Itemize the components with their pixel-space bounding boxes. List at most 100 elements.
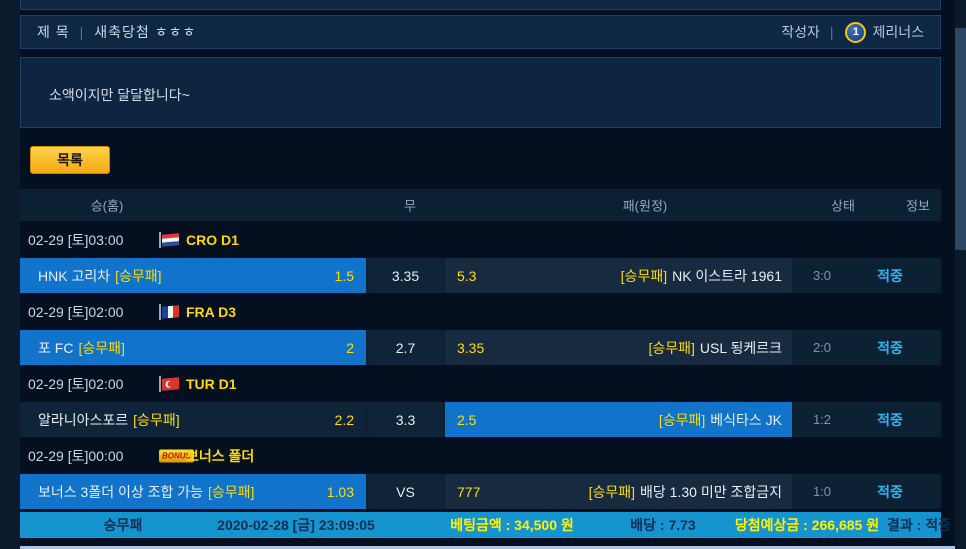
summary-expected: 당첨예상금 : 266,685 원 [734,517,880,533]
author-divider: | [829,24,834,40]
status-area: 2:0 적중 [792,330,928,365]
away-odds: 3.35 [457,339,485,356]
main-content: 제 목 | 새축당첨 ㅎㅎㅎ 작성자 | 1 제리너스 소액이지만 달달합니다~ 목록… [20,0,956,549]
away-team-name: 베식타스 JK [710,411,782,428]
france-flag-icon [159,303,181,320]
home-bet-tag: [승무패] [78,339,125,356]
home-odds: 1.5 [334,267,354,284]
col-header-status: 상태 [831,198,855,214]
draw-odds: 3.3 [395,411,416,428]
home-odds: 1.03 [326,483,354,500]
away-bet-tag: [승무패] [658,411,706,428]
post-title-group: 제 목 | 새축당첨 ㅎㅎㅎ [37,22,196,42]
league-name: CRO D1 [186,231,239,248]
draw-cell: 3.35 [369,258,442,293]
status-area: 1:2 적중 [792,402,928,437]
home-cell: 포 FC [승무패] 2 [20,330,366,365]
away-cell: 2.5 [승무패] 베식타스 JK [445,402,792,437]
draw-cell: 3.3 [369,402,442,437]
match-datetime: 02-29 [토]02:00 [28,303,124,320]
home-team-name: 보너스 3폴더 이상 조합 가능 [38,483,204,500]
draw-odds: VS [396,483,415,500]
table-header: 승(홈) 무 패(원정) 상태 정보 [20,189,941,221]
match-row: 보너스 3폴더 이상 조합 가능 [승무패] 1.03 VS 777 [승무패] 배… [20,474,941,509]
post-content-text: 소액이지만 달달합니다~ [49,87,190,103]
summary-bet-type: 승무패 [103,517,143,533]
match-score: 1:0 [812,484,832,499]
home-odds: 2 [346,339,354,356]
away-cell: 3.35 [승무패] USL 됭케르크 [445,330,792,365]
away-bet-tag: [승무패] [648,339,695,356]
away-bet-tag: [승무패] [588,483,636,500]
draw-odds: 3.35 [391,267,420,284]
post-title: 새축당첨 ㅎㅎㅎ [94,24,197,40]
match-group-header: 02-29 [토]02:00 TUR D1 [20,365,941,402]
match-datetime: 02-29 [토]00:00 [28,447,124,464]
league-name: FRA D3 [186,303,237,320]
turkey-flag-icon [159,375,181,392]
match-row: HNK 고리차 [승무패] 1.5 3.35 5.3 [승무패] NK 이스트라 1… [20,258,941,293]
bonus-badge-icon: BONUS [159,449,194,462]
away-odds: 5.3 [457,267,477,284]
author-level-badge-icon: 1 [845,21,867,43]
draw-odds: 2.7 [395,339,416,356]
post-content-box: 소액이지만 달달합니다~ [20,57,941,128]
match-row: 알라니아스포르 [승무패] 2.2 3.3 2.5 [승무패] 베식타스 JK 1:… [20,402,941,437]
draw-cell: VS [369,474,442,509]
home-bet-tag: [승무패] [133,411,180,428]
top-partial-box [20,0,941,10]
home-team-name: 포 FC [38,339,74,356]
home-team-name: HNK 고리차 [38,267,111,284]
summary-datetime: 2020-02-28 [금] 23:09:05 [217,517,375,533]
summary-bet-amount: 베팅금액 : 34,500 원 [450,517,574,533]
author-label: 작성자 [781,24,820,40]
match-score: 1:2 [812,412,832,427]
home-bet-tag: [승무패] [208,483,255,500]
away-team-name: NK 이스트라 1961 [672,267,782,284]
status-area: 1:0 적중 [792,474,928,509]
bet-summary-bar: 승무패 2020-02-28 [금] 23:09:05 베팅금액 : 34,50… [20,512,951,538]
match-result: 적중 [877,339,903,356]
match-group-header: 02-29 [토]03:00 CRO D1 [20,221,941,258]
away-team-name: USL 됭케르크 [699,339,782,356]
post-title-bar: 제 목 | 새축당첨 ㅎㅎㅎ 작성자 | 1 제리너스 [20,15,941,49]
league-name: 보너스 폴더 [186,447,255,464]
home-cell: HNK 고리차 [승무패] 1.5 [20,258,366,293]
home-team-name: 알라니아스포르 [38,411,129,428]
match-result: 적중 [877,267,903,284]
author-name[interactable]: 제리너스 [872,24,924,40]
match-group-header: 02-29 [토]00:00 BONUS 보너스 폴더 [20,437,941,474]
match-result: 적중 [877,483,903,500]
col-header-info: 정보 [906,198,930,214]
home-odds: 2.2 [334,411,354,428]
col-header-home: 승(홈) [90,198,124,214]
away-team-name: 배당 1.30 미만 조합금지 [640,483,782,500]
next-section-edge [20,546,956,549]
home-bet-tag: [승무패] [115,267,162,284]
away-odds: 2.5 [457,411,477,428]
home-cell: 알라니아스포르 [승무패] 2.2 [20,402,366,437]
title-divider: | [79,24,85,40]
draw-cell: 2.7 [369,330,442,365]
left-margin-strip [0,0,20,549]
summary-result: 결과 : 적중 [887,517,951,533]
list-button[interactable]: 목록 [30,146,110,174]
title-label: 제 목 [37,24,70,40]
match-datetime: 02-29 [토]02:00 [28,375,124,392]
col-header-draw: 무 [404,198,416,214]
scrollbar-thumb[interactable] [955,28,966,250]
col-header-away: 패(원정) [622,198,668,214]
match-score: 3:0 [812,268,832,283]
away-odds: 777 [457,483,481,500]
away-cell: 5.3 [승무패] NK 이스트라 1961 [445,258,792,293]
croatia-flag-icon [159,231,181,248]
home-cell: 보너스 3폴더 이상 조합 가능 [승무패] 1.03 [20,474,366,509]
away-bet-tag: [승무패] [620,267,668,284]
summary-odds: 배당 : 7.73 [630,517,696,533]
league-name: TUR D1 [186,375,237,392]
match-row: 포 FC [승무패] 2 2.7 3.35 [승무패] USL 됭케르크 2:0 적… [20,330,941,365]
author-group: 작성자 | 1 제리너스 [781,21,924,43]
away-cell: 777 [승무패] 배당 1.30 미만 조합금지 [445,474,792,509]
scrollbar[interactable] [955,0,966,549]
